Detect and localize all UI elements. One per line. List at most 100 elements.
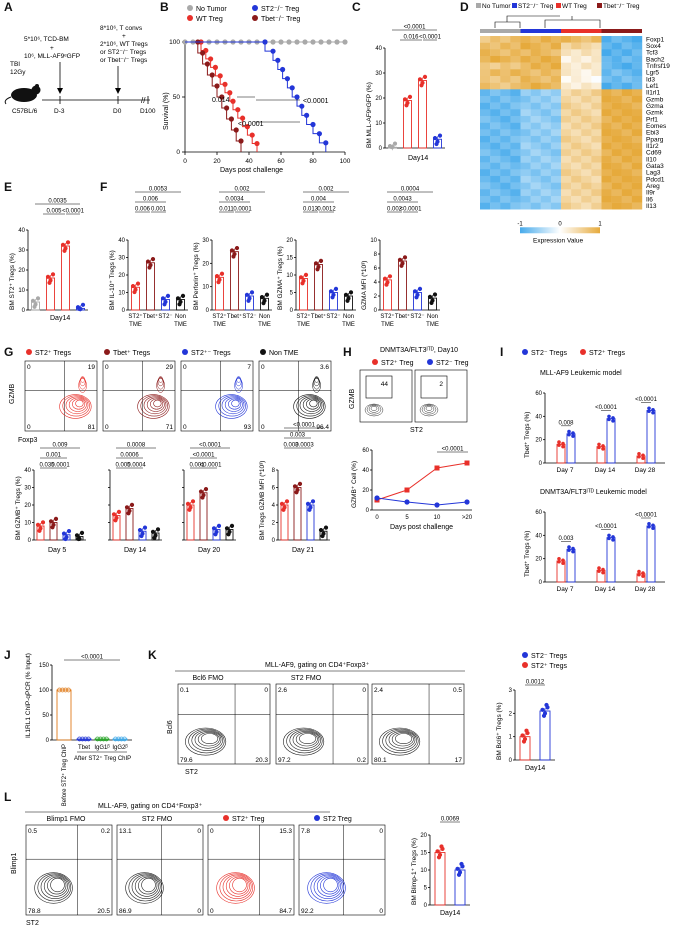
- heatmap-cell: [621, 135, 633, 143]
- data-point: [540, 707, 545, 712]
- heatmap-cell: [500, 55, 511, 63]
- heatmap-cell: [510, 82, 521, 90]
- data-point: [315, 267, 320, 272]
- x-tick-label: Non: [343, 314, 354, 320]
- y-tick-label: 0: [539, 461, 543, 467]
- heatmap-cell: [631, 95, 643, 103]
- heatmap-cell: [561, 82, 572, 90]
- y-axis-label: BM Bcl6⁺ Tregs (%): [496, 702, 503, 760]
- data-point: [557, 556, 561, 561]
- data-point: [226, 532, 231, 537]
- data-point: [651, 526, 655, 531]
- heatmap-cell: [581, 162, 592, 170]
- contour-line: [153, 399, 162, 408]
- data-point: [60, 242, 66, 247]
- heatmap-cell: [510, 189, 521, 197]
- heatmap-cell: [520, 169, 531, 177]
- gene-label: Il10: [646, 156, 657, 163]
- bar: [403, 100, 412, 149]
- heatmap-cell: [540, 115, 552, 123]
- heatmap-cell: [530, 189, 541, 197]
- data-point: [130, 283, 136, 289]
- heatmap-cell: [510, 169, 521, 177]
- x-axis-label: Day14: [440, 910, 460, 917]
- contour-line: [307, 872, 346, 904]
- pvalue-label: 0.013: [303, 207, 319, 213]
- data-point: [224, 526, 230, 531]
- heatmap-cell: [480, 155, 491, 163]
- dendrogram: [494, 15, 601, 28]
- day-0: D0: [113, 108, 122, 115]
- legend-marker: [182, 349, 188, 355]
- heatmap-cell: [631, 115, 643, 123]
- heatmap-cell: [520, 62, 531, 70]
- heatmap-cell: [530, 62, 541, 70]
- heatmap-cell: [631, 62, 643, 70]
- heatmap-cell: [550, 36, 562, 43]
- heatmap-cell: [480, 189, 491, 197]
- heatmap-cell: [581, 36, 592, 43]
- y-tick-label: 4: [272, 503, 276, 509]
- pvalue-label: <0.0001: [293, 423, 316, 429]
- heatmap-cell: [581, 169, 592, 177]
- heatmap-cell: [561, 89, 572, 97]
- heatmap-cell: [601, 155, 612, 163]
- heatmap-cell: [480, 62, 491, 70]
- heatmap-cell: [540, 62, 552, 70]
- heatmap-cell: [611, 162, 622, 170]
- heatmap-cell: [571, 69, 582, 77]
- y-tick-label: 0: [366, 508, 370, 514]
- heatmap-cell: [561, 55, 572, 63]
- survival-point: [270, 48, 276, 54]
- contour-line: [125, 872, 164, 904]
- data-point: [541, 713, 547, 718]
- heatmap-cell: [631, 175, 643, 183]
- y-tick-label: 6: [272, 486, 276, 492]
- heatmap-cell: [631, 36, 643, 43]
- heatmap-cell: [530, 109, 541, 117]
- pvalue-label: 0.003: [558, 536, 574, 542]
- data-point: [597, 569, 601, 573]
- heatmap-cell: [571, 95, 582, 103]
- heatmap-cell: [571, 149, 582, 157]
- heatmap-cell: [611, 129, 622, 137]
- quadrant-value: 0: [27, 424, 31, 431]
- heatmap-cell: [510, 95, 521, 103]
- heatmap-cell: [591, 149, 602, 157]
- y-tick-label: 30: [375, 71, 382, 77]
- contour-line: [310, 873, 345, 902]
- gene-label: Gzmb: [646, 96, 664, 103]
- heatmap-cell: [530, 42, 541, 50]
- y-tick-label: 15: [420, 851, 427, 857]
- heatmap-cell: [561, 109, 572, 117]
- heatmap-cell: [631, 49, 643, 57]
- heatmap-cell: [611, 122, 622, 130]
- bar: [199, 492, 208, 541]
- quadrant-value: 96.4: [316, 424, 329, 431]
- quadrant-value: 0: [264, 687, 268, 694]
- panel-letter-i: I: [500, 345, 504, 359]
- contour-line: [40, 874, 70, 899]
- pvalue-label: 0.003: [283, 443, 299, 449]
- contour-line: [379, 727, 421, 756]
- pvalue-label: 0.005: [115, 463, 131, 469]
- data-point: [79, 530, 85, 536]
- flow-header: Blimp1 FMO: [47, 816, 86, 823]
- flow-header: ST2⁺⁻ Tregs: [191, 350, 231, 357]
- y-tick-label: 2: [272, 521, 276, 527]
- pvalue-label: 0.0004: [127, 463, 146, 469]
- contour-line: [225, 875, 250, 897]
- x-tick-label: Day 7: [557, 586, 574, 593]
- heatmap-cell: [601, 36, 612, 43]
- heatmap-cell: [611, 36, 622, 43]
- x-tick-label: Tbet⁺: [311, 313, 326, 320]
- heatmap-cell: [550, 135, 562, 143]
- heatmap-cell: [540, 149, 552, 157]
- heatmap-cell: [520, 195, 531, 203]
- data-point: [264, 292, 270, 297]
- heatmap-cell: [621, 129, 633, 137]
- heatmap-cell: [520, 102, 531, 110]
- x-tick-label: 10: [434, 515, 441, 521]
- data-point: [330, 295, 335, 300]
